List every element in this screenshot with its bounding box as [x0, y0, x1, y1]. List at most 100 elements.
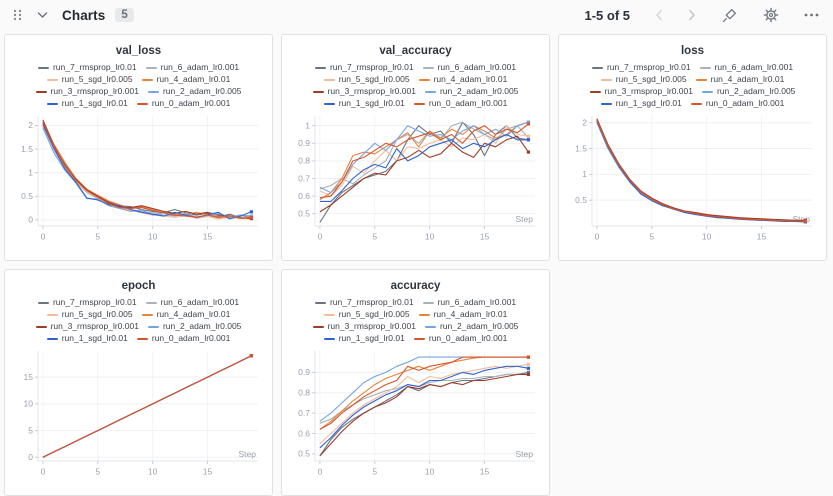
legend-swatch [418, 78, 430, 81]
legend-item[interactable]: run_7_rmsprop_lr0.01 [314, 62, 414, 73]
chart-panel-epoch[interactable]: epoch run_7_rmsprop_lr0.01 run_6_adam_lr0… [4, 269, 273, 496]
legend-item[interactable]: run_4_adam_lr0.01 [141, 74, 231, 85]
legend-item[interactable]: run_4_adam_lr0.01 [418, 74, 507, 85]
prev-page-icon[interactable] [655, 9, 663, 21]
more-options-icon[interactable] [804, 13, 819, 17]
chart-panel-loss[interactable]: loss run_7_rmsprop_lr0.01 run_6_adam_lr0.… [558, 34, 827, 261]
legend-item[interactable]: run_3_rmsprop_lr0.001 [312, 321, 416, 332]
svg-text:1: 1 [582, 169, 587, 179]
gear-icon[interactable] [763, 7, 779, 23]
legend-swatch [413, 102, 425, 105]
panel-section-header: Charts 5 1-5 of 5 [0, 0, 833, 30]
chart-plot[interactable]: 0 5 10 15 0 0.5 1 1.5 2 [12, 111, 265, 243]
legend-item[interactable]: run_0_adam_lr0.001 [690, 98, 785, 109]
legend-item[interactable]: run_6_adam_lr0.001 [422, 62, 516, 73]
svg-text:Step: Step [239, 449, 257, 459]
legend-label: run_0_adam_lr0.001 [705, 98, 785, 108]
legend-item[interactable]: run_5_sgd_lr0.005 [323, 309, 410, 320]
legend-item[interactable]: run_0_adam_lr0.001 [136, 333, 230, 344]
legend-item[interactable]: run_6_adam_lr0.001 [145, 62, 240, 73]
drag-handle-icon[interactable] [12, 8, 23, 22]
svg-text:0.6: 0.6 [298, 428, 310, 438]
svg-text:15: 15 [757, 232, 767, 242]
legend-item[interactable]: run_3_rmsprop_lr0.001 [312, 86, 416, 97]
chart-plot[interactable]: 0 5 10 15 0.5 0.6 0.7 0.8 0.9 Step [289, 346, 542, 478]
svg-text:0: 0 [41, 467, 46, 477]
chevron-down-icon[interactable] [37, 11, 48, 19]
svg-text:10: 10 [148, 467, 158, 477]
svg-text:0.9: 0.9 [298, 367, 310, 377]
legend-item[interactable]: run_4_adam_lr0.01 [141, 309, 230, 320]
svg-text:Step: Step [516, 449, 534, 459]
legend-item[interactable]: run_2_adam_lr0.005 [424, 86, 518, 97]
svg-text:15: 15 [203, 467, 213, 477]
legend-item[interactable]: run_1_sgd_lr0.01 [600, 98, 682, 109]
legend-item[interactable]: run_5_sgd_lr0.005 [46, 309, 133, 320]
section-title: Charts [62, 7, 106, 23]
legend-swatch [46, 78, 58, 81]
legend-item[interactable]: run_1_sgd_lr0.01 [323, 98, 405, 109]
svg-text:0.8: 0.8 [298, 388, 310, 398]
legend-swatch [314, 66, 326, 69]
svg-text:15: 15 [480, 467, 490, 477]
legend-swatch [701, 90, 713, 93]
legend-item[interactable]: run_0_adam_lr0.001 [136, 98, 230, 109]
svg-text:0: 0 [318, 232, 323, 242]
legend-item[interactable]: run_6_adam_lr0.001 [422, 297, 516, 308]
legend-item[interactable]: run_4_adam_lr0.01 [695, 74, 784, 85]
legend-item[interactable]: run_1_sgd_lr0.01 [46, 98, 128, 109]
chart-plot[interactable]: 0 5 10 15 0.5 1 1.5 2 Step [566, 111, 819, 243]
legend-item[interactable]: run_7_rmsprop_lr0.01 [591, 62, 691, 73]
legend-item[interactable]: run_5_sgd_lr0.005 [323, 74, 410, 85]
legend-swatch [46, 337, 58, 340]
chart-plot[interactable]: 0 5 10 15 0 5 10 15 Step [12, 346, 265, 478]
legend-item[interactable]: run_2_adam_lr0.005 [147, 86, 241, 97]
legend-item[interactable]: run_5_sgd_lr0.005 [600, 74, 687, 85]
pin-icon[interactable] [721, 7, 738, 24]
legend-item[interactable]: run_1_sgd_lr0.01 [323, 333, 405, 344]
chart-title: val_loss [115, 45, 162, 57]
legend-swatch [600, 102, 612, 105]
legend-item[interactable]: run_0_adam_lr0.001 [413, 98, 508, 109]
legend-swatch [699, 66, 711, 69]
legend-item[interactable]: run_7_rmsprop_lr0.01 [314, 297, 414, 308]
legend-label: run_6_adam_lr0.001 [160, 62, 240, 72]
legend-item[interactable]: run_4_adam_lr0.01 [418, 309, 507, 320]
legend-item[interactable]: run_3_rmsprop_lr0.001 [35, 321, 139, 332]
chart-panel-val-loss[interactable]: val_loss run_7_rmsprop_lr0.01 run_6_adam_… [4, 34, 273, 261]
chart-legend: run_7_rmsprop_lr0.01 run_6_adam_lr0.001 ru… [295, 62, 537, 109]
svg-text:0.6: 0.6 [298, 191, 310, 201]
next-page-icon[interactable] [688, 9, 696, 21]
legend-label: run_4_adam_lr0.01 [156, 74, 231, 84]
legend-item[interactable]: run_0_adam_lr0.001 [413, 333, 507, 344]
svg-text:15: 15 [24, 372, 34, 382]
chart-plot[interactable]: 0 5 10 15 0.5 0.6 0.7 0.8 0.9 1 Step [289, 111, 542, 243]
legend-item[interactable]: run_5_sgd_lr0.005 [46, 74, 133, 85]
legend-item[interactable]: run_3_rmsprop_lr0.001 [589, 86, 693, 97]
legend-item[interactable]: run_7_rmsprop_lr0.01 [37, 297, 137, 308]
legend-swatch [589, 90, 601, 93]
svg-text:0.7: 0.7 [298, 408, 310, 418]
legend-item[interactable]: run_2_adam_lr0.005 [147, 321, 241, 332]
svg-text:15: 15 [480, 232, 490, 242]
legend-item[interactable]: run_7_rmsprop_lr0.01 [37, 62, 137, 73]
legend-item[interactable]: run_6_adam_lr0.001 [699, 62, 793, 73]
legend-label: run_3_rmsprop_lr0.001 [327, 321, 416, 331]
legend-swatch [37, 301, 49, 304]
svg-text:10: 10 [702, 232, 712, 242]
legend-item[interactable]: run_2_adam_lr0.005 [424, 321, 518, 332]
chart-legend: run_7_rmsprop_lr0.01 run_6_adam_lr0.001 ru… [572, 62, 814, 109]
legend-item[interactable]: run_3_rmsprop_lr0.001 [35, 86, 139, 97]
legend-item[interactable]: run_1_sgd_lr0.01 [46, 333, 128, 344]
legend-swatch [147, 325, 159, 328]
chart-panel-val-accuracy[interactable]: val_accuracy run_7_rmsprop_lr0.01 run_6_a… [281, 34, 550, 261]
svg-text:Step: Step [793, 214, 811, 224]
legend-item[interactable]: run_2_adam_lr0.005 [701, 86, 795, 97]
chart-panel-accuracy[interactable]: accuracy run_7_rmsprop_lr0.01 run_6_adam_… [281, 269, 550, 496]
legend-label: run_0_adam_lr0.001 [428, 98, 508, 108]
legend-item[interactable]: run_6_adam_lr0.001 [145, 297, 239, 308]
legend-label: run_1_sgd_lr0.01 [61, 98, 128, 108]
legend-swatch [136, 102, 148, 105]
legend-swatch [147, 90, 159, 93]
svg-text:2: 2 [582, 118, 587, 128]
